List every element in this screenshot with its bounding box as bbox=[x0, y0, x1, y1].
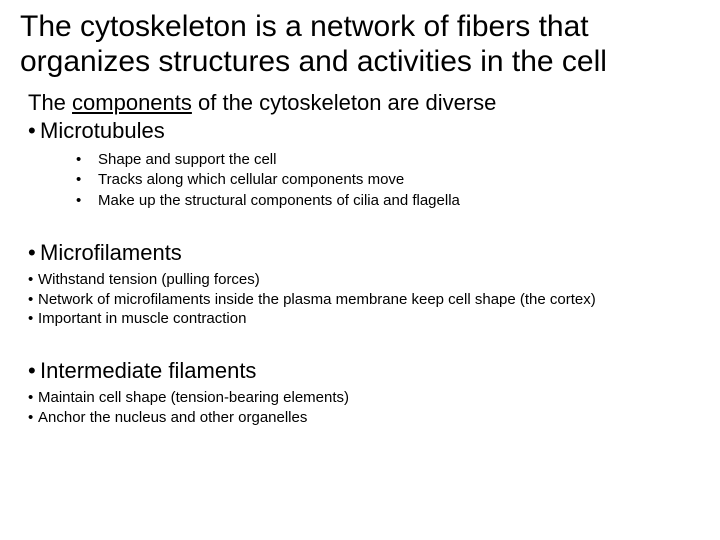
section-heading-intermediate: • Intermediate filaments bbox=[28, 357, 696, 385]
bullet-icon: • bbox=[28, 290, 38, 310]
section-heading-text: Intermediate filaments bbox=[40, 357, 696, 385]
list-item: • Shape and support the cell bbox=[76, 150, 696, 170]
bullet-icon: • bbox=[76, 191, 98, 211]
bullet-icon: • bbox=[28, 408, 38, 428]
intro-pre: The bbox=[28, 90, 72, 115]
list-item: • Important in muscle contraction bbox=[28, 309, 696, 329]
list-item-text: Maintain cell shape (tension-bearing ele… bbox=[38, 388, 696, 408]
bullet-icon: • bbox=[28, 270, 38, 290]
sub-list-microtubules: • Shape and support the cell • Tracks al… bbox=[28, 144, 696, 211]
list-item-text: Make up the structural components of cil… bbox=[98, 191, 696, 211]
spacer bbox=[28, 211, 696, 239]
list-item-text: Tracks along which cellular components m… bbox=[98, 170, 696, 190]
bullet-icon: • bbox=[76, 150, 98, 170]
section-heading-text: Microfilaments bbox=[40, 239, 696, 267]
list-item-text: Network of microfilaments inside the pla… bbox=[38, 290, 696, 310]
bullet-icon: • bbox=[28, 309, 38, 329]
list-item: • Withstand tension (pulling forces) bbox=[28, 270, 696, 290]
intro-post: of the cytoskeleton are diverse bbox=[192, 90, 497, 115]
list-item: • Make up the structural components of c… bbox=[76, 191, 696, 211]
list-item-text: Important in muscle contraction bbox=[38, 309, 696, 329]
slide: The cytoskeleton is a network of fibers … bbox=[0, 0, 720, 540]
bullet-icon: • bbox=[28, 388, 38, 408]
section-heading-text: Microtubules bbox=[40, 117, 696, 145]
bullet-icon: • bbox=[28, 117, 40, 145]
list-item: • Network of microfilaments inside the p… bbox=[28, 290, 696, 310]
intro-line: The components of the cytoskeleton are d… bbox=[28, 89, 696, 117]
list-item: • Maintain cell shape (tension-bearing e… bbox=[28, 388, 696, 408]
intro-underlined: components bbox=[72, 90, 192, 115]
list-item-text: Shape and support the cell bbox=[98, 150, 696, 170]
list-item-text: Withstand tension (pulling forces) bbox=[38, 270, 696, 290]
list-item-text: Anchor the nucleus and other organelles bbox=[38, 408, 696, 428]
section-heading-microfilaments: • Microfilaments bbox=[28, 239, 696, 267]
section-heading-microtubules: • Microtubules bbox=[28, 117, 696, 145]
bullet-icon: • bbox=[28, 357, 40, 385]
bullet-icon: • bbox=[76, 170, 98, 190]
slide-title: The cytoskeleton is a network of fibers … bbox=[0, 0, 720, 85]
bullet-icon: • bbox=[28, 239, 40, 267]
list-item: • Anchor the nucleus and other organelle… bbox=[28, 408, 696, 428]
list-item: • Tracks along which cellular components… bbox=[76, 170, 696, 190]
slide-body: The components of the cytoskeleton are d… bbox=[0, 85, 720, 427]
spacer bbox=[28, 329, 696, 357]
